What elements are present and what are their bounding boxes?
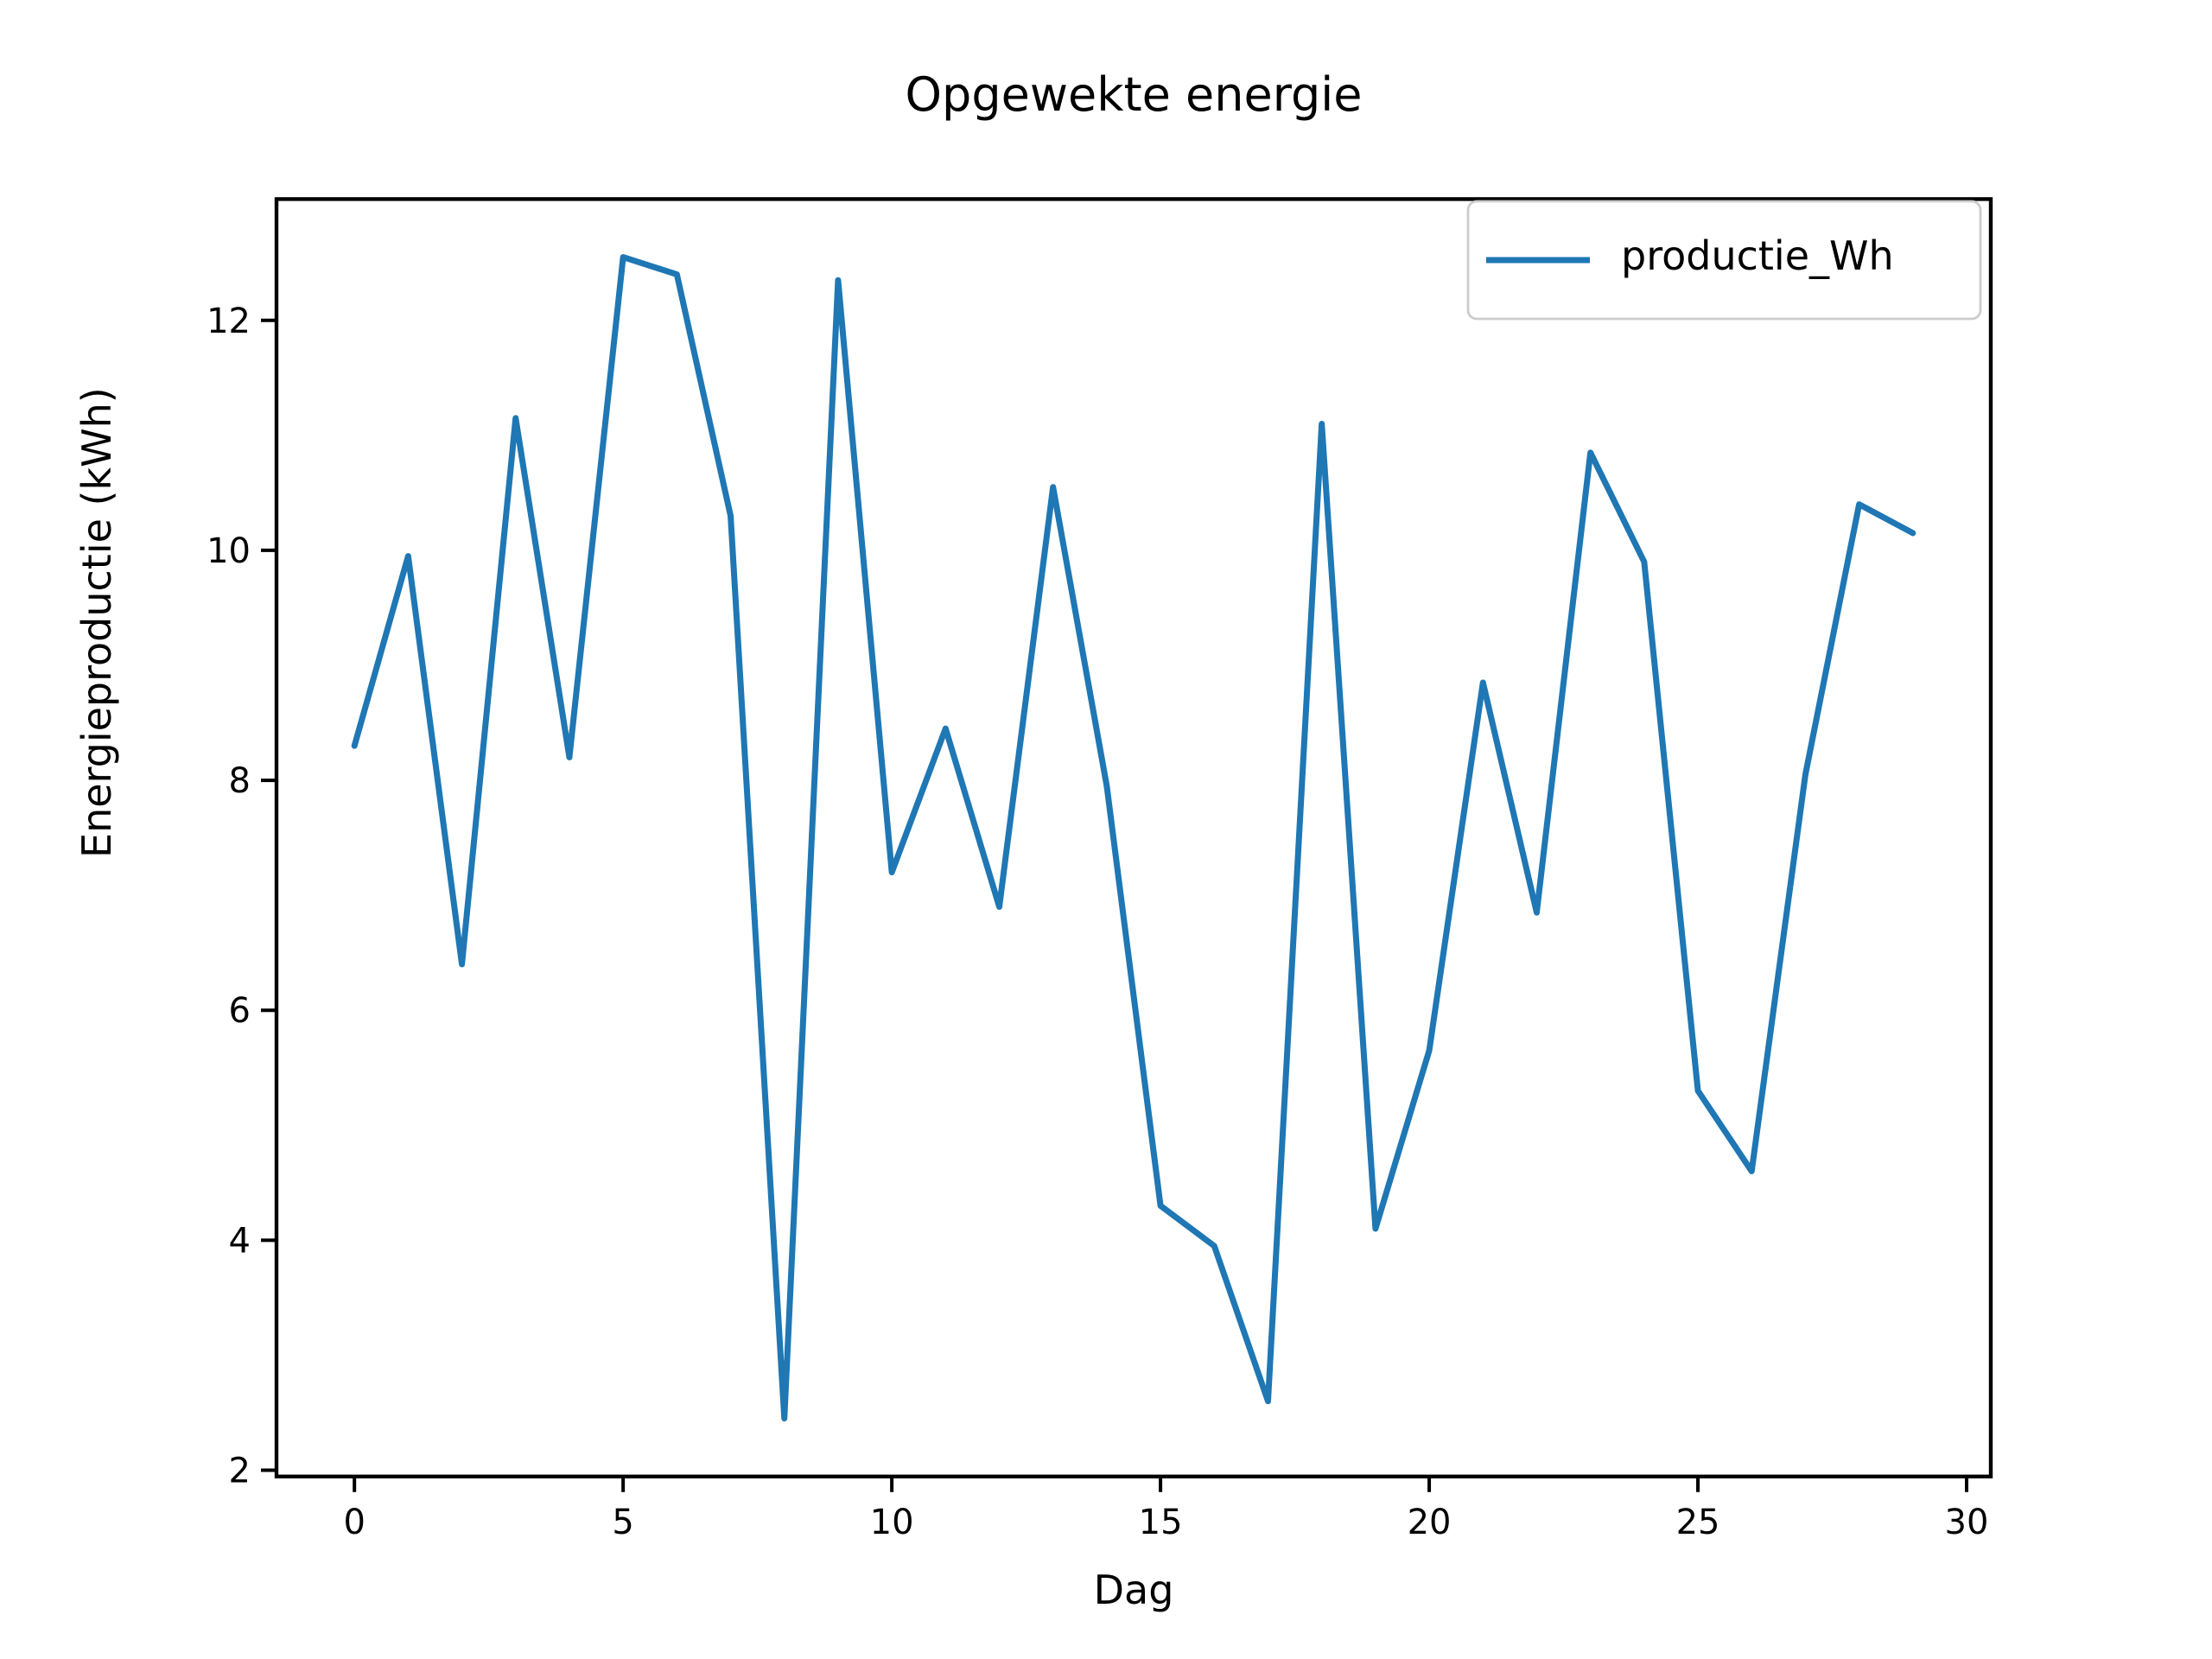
chart-title: Opgewekte energie	[905, 69, 1363, 123]
x-tick-label: 5	[612, 1503, 633, 1542]
legend-entry-label: productie_Wh	[1621, 235, 1894, 280]
y-tick-label: 4	[229, 1221, 251, 1261]
legend-box	[1466, 200, 1982, 321]
x-tick-label: 15	[1139, 1503, 1183, 1542]
y-tick-label: 2	[229, 1451, 251, 1491]
x-tick-label: 0	[343, 1503, 365, 1542]
axes-frame	[274, 197, 1993, 1479]
x-tick-label: 25	[1676, 1503, 1720, 1542]
x-tick-label: 20	[1408, 1503, 1452, 1542]
series-line-productie_Wh	[351, 254, 1916, 1422]
x-axis-label: Dag	[1093, 1569, 1174, 1614]
x-tick-label: 30	[1945, 1503, 1989, 1542]
y-tick-label: 12	[207, 302, 251, 341]
y-tick-label: 10	[207, 531, 251, 571]
x-tick-label: 10	[870, 1503, 914, 1542]
y-tick-label: 8	[229, 761, 251, 801]
y-tick-label: 6	[229, 991, 251, 1031]
y-axis-label: Energieproductie (kWh)	[76, 387, 121, 858]
